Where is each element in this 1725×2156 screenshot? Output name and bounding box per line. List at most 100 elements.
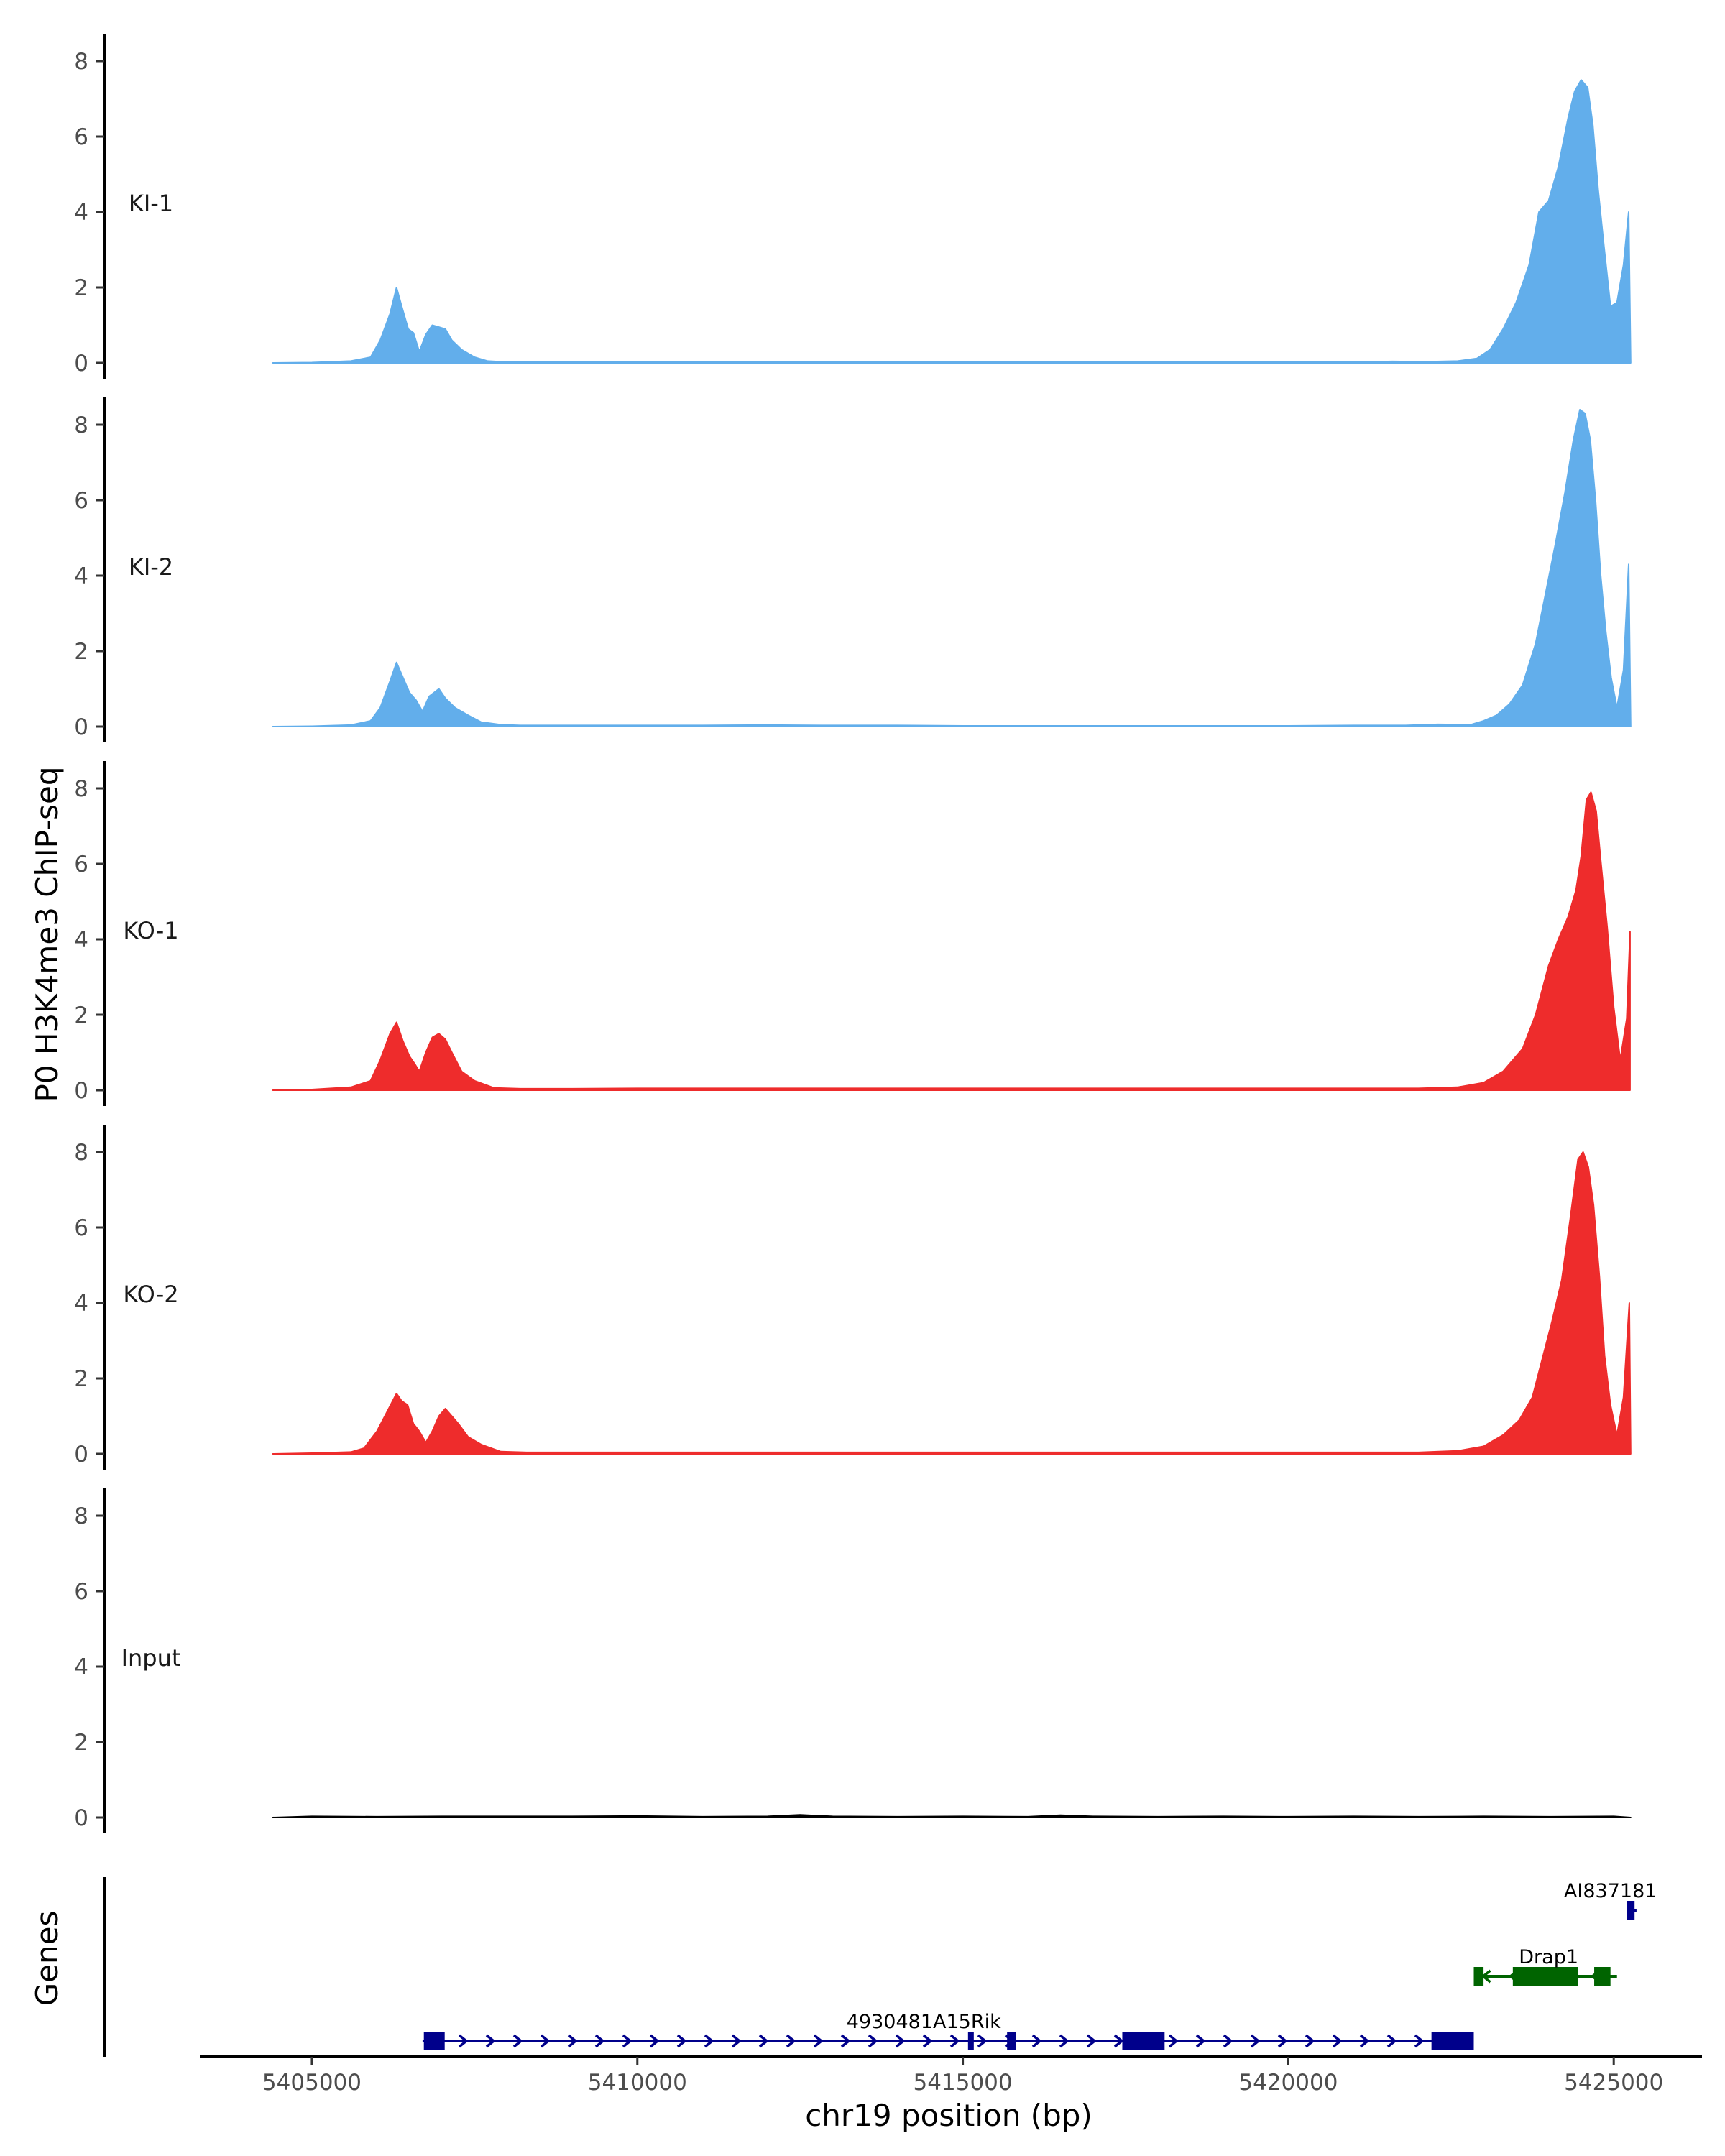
- strand-chevron-icon: [567, 2034, 578, 2048]
- y-tick-label: 8: [74, 49, 88, 75]
- y-tick-label: 6: [74, 1579, 88, 1605]
- track-ko-1: 0 2 4 6 8 KO-1: [74, 761, 1631, 1106]
- gene-exon: [967, 2032, 974, 2050]
- strand-chevron-icon: [1059, 2034, 1070, 2048]
- gene-label: 4930481A15Rik: [847, 2011, 1001, 2033]
- strand-chevron-icon: [949, 2034, 960, 2048]
- track-label: KO-1: [123, 917, 178, 944]
- strand-chevron-icon: [676, 2034, 687, 2048]
- gene-exon: [423, 2032, 445, 2050]
- y-tick-label: 0: [74, 1078, 88, 1104]
- series-area-ki-2: [272, 409, 1632, 727]
- genes-panel: 5405000 5410000 5415000 5420000 5425000 49304…: [103, 1877, 1702, 2096]
- y-tick-label: 2: [74, 1730, 88, 1756]
- gene-label: AI837181: [1564, 1880, 1657, 1902]
- y-tick-label: 4: [74, 927, 88, 953]
- y-tick-label: 8: [74, 1140, 88, 1166]
- y-tick-label: 0: [74, 1442, 88, 1468]
- track-label: KO-2: [123, 1281, 178, 1308]
- track-ki-1: 0 2 4 6 8 KI-1: [74, 34, 1632, 379]
- x-axis-title: chr19 position (bp): [805, 2098, 1092, 2133]
- gene-drap1: Drap1: [1473, 1946, 1617, 1986]
- y-tick-label: 2: [74, 1366, 88, 1392]
- y-tick-label: 6: [74, 1215, 88, 1241]
- y-tick-label: 4: [74, 1654, 88, 1680]
- track-ko-2: 0 2 4 6 8 KO-2: [74, 1125, 1632, 1470]
- strand-chevron-icon: [895, 2034, 906, 2048]
- strand-chevron-icon: [1031, 2034, 1042, 2048]
- gene-exon: [1473, 1967, 1484, 1986]
- strand-chevron-icon: [1386, 2034, 1397, 2048]
- strand-chevron-icon: [1359, 2034, 1370, 2048]
- y-tick-label: 6: [74, 124, 88, 150]
- track-label: Input: [121, 1644, 181, 1672]
- y-tick-label: 0: [74, 351, 88, 377]
- strand-chevron-icon: [512, 2034, 523, 2048]
- strand-chevron-icon: [922, 2034, 933, 2048]
- strand-chevron-icon: [813, 2034, 824, 2048]
- gene-label: Drap1: [1519, 1946, 1578, 1968]
- y-tick-label: 8: [74, 413, 88, 438]
- strand-chevron-icon: [840, 2034, 851, 2048]
- strand-chevron-icon: [1250, 2034, 1261, 2048]
- strand-chevron-icon: [1332, 2034, 1343, 2048]
- y-tick-label: 8: [74, 776, 88, 802]
- strand-chevron-icon: [1195, 2034, 1206, 2048]
- y-tick-label: 8: [74, 1503, 88, 1529]
- track-label: KI-2: [129, 553, 173, 581]
- gene-exon: [1007, 2032, 1016, 2050]
- series-area-ko-1: [272, 791, 1631, 1091]
- track-input: 0 2 4 6 8 Input: [74, 1488, 1632, 1833]
- y-tick-label: 4: [74, 200, 88, 226]
- strand-chevron-icon: [649, 2034, 660, 2048]
- series-area-input: [272, 1814, 1632, 1818]
- x-tick-label: 5405000: [262, 2070, 362, 2096]
- strand-chevron-icon: [1277, 2034, 1288, 2048]
- y-tick-label: 4: [74, 563, 88, 589]
- strand-chevron-icon: [485, 2034, 496, 2048]
- y-tick-label: 6: [74, 488, 88, 514]
- x-tick-label: 5410000: [588, 2070, 687, 2096]
- strand-chevron-icon: [1113, 2034, 1124, 2048]
- gene-exon: [1431, 2032, 1474, 2050]
- strand-chevron-icon: [1168, 2034, 1179, 2048]
- y-axis-title: P0 H3K4me3 ChIP-seq: [29, 766, 65, 1102]
- y-tick-label: 2: [74, 275, 88, 301]
- strand-chevron-icon: [704, 2034, 714, 2048]
- gene-ai837181: AI837181: [1564, 1880, 1657, 1920]
- y-tick-label: 6: [74, 852, 88, 877]
- y-tick-label: 2: [74, 1003, 88, 1028]
- series-area-ko-2: [272, 1151, 1632, 1455]
- strand-chevron-icon: [1414, 2034, 1425, 2048]
- y-tick-label: 4: [74, 1291, 88, 1317]
- track-ki-2: 0 2 4 6 8 KI-2: [74, 397, 1632, 742]
- gene-exon: [1627, 1901, 1635, 1920]
- y-tick-label: 0: [74, 714, 88, 740]
- coverage-tracks: 0 2 4 6 8 KI-1 0 2 4 6 8 KI-2 0 2 4 6 8 KO-1 0 2 4 6 8 KO-2 0 2 4 6…: [74, 34, 1632, 1833]
- strand-chevron-icon: [1223, 2034, 1233, 2048]
- series-area-ki-1: [272, 79, 1632, 364]
- strand-chevron-icon: [458, 2034, 469, 2048]
- x-tick-label: 5425000: [1564, 2070, 1663, 2096]
- strand-chevron-icon: [977, 2034, 988, 2048]
- genes-axis-title: Genes: [29, 1911, 65, 2007]
- strand-chevron-icon: [622, 2034, 632, 2048]
- strand-chevron-icon: [758, 2034, 769, 2048]
- strand-chevron-icon: [868, 2034, 878, 2048]
- strand-chevron-icon: [1305, 2034, 1315, 2048]
- strand-chevron-icon: [731, 2034, 742, 2048]
- track-label: KI-1: [129, 190, 173, 217]
- strand-chevron-icon: [594, 2034, 605, 2048]
- x-tick-label: 5420000: [1238, 2070, 1338, 2096]
- gene-4930481a15rik: 4930481A15Rik: [422, 2011, 1474, 2050]
- gene-exon: [1122, 2032, 1165, 2050]
- strand-chevron-icon: [786, 2034, 796, 2048]
- gene-exon: [1594, 1967, 1611, 1986]
- y-tick-label: 2: [74, 639, 88, 665]
- strand-chevron-icon: [1086, 2034, 1097, 2048]
- gene-exon: [1512, 1967, 1578, 1986]
- x-tick-label: 5415000: [914, 2070, 1013, 2096]
- y-tick-label: 0: [74, 1805, 88, 1831]
- strand-chevron-icon: [540, 2034, 551, 2048]
